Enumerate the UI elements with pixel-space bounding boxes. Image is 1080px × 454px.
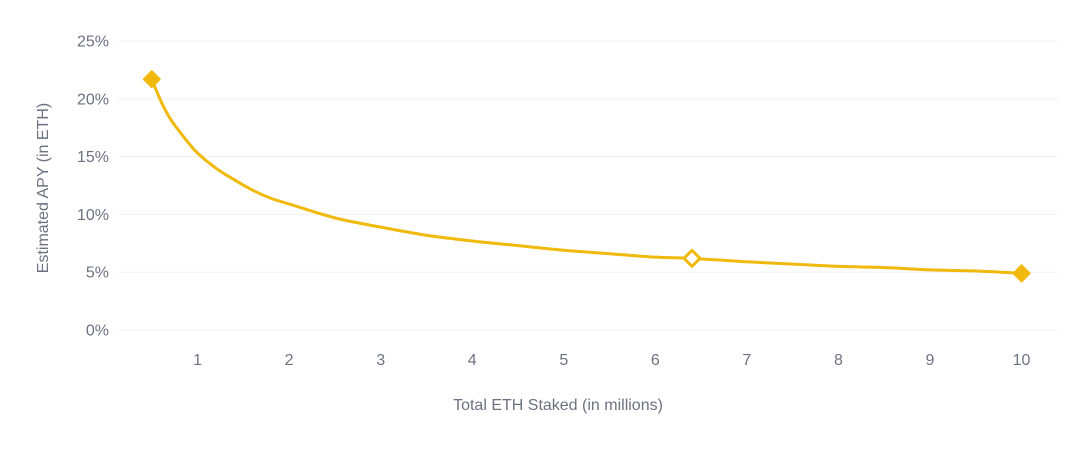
- x-tick-label: 7: [742, 352, 751, 369]
- series-layer: [150, 77, 1024, 275]
- endpoint-marker: [142, 70, 161, 89]
- y-axis-title: Estimated APY (in ETH): [35, 103, 52, 273]
- x-tick-label: 4: [468, 352, 477, 369]
- x-tick-label: 3: [376, 352, 385, 369]
- y-tick-label: 20%: [77, 91, 109, 108]
- x-tick-label: 9: [926, 352, 935, 369]
- apy-curve-line: [150, 77, 1024, 275]
- y-tick-label: 0%: [86, 323, 109, 340]
- endpoint-marker: [1012, 264, 1031, 283]
- current-point-marker: [682, 248, 702, 268]
- x-tick-label: 6: [651, 352, 660, 369]
- marker-layer: [142, 70, 1031, 283]
- x-axis-title: Total ETH Staked (in millions): [453, 397, 663, 414]
- x-tick-label: 5: [559, 352, 568, 369]
- y-tick-label: 25%: [77, 34, 109, 51]
- grid-lines: [118, 40, 1058, 331]
- y-tick-label: 5%: [86, 265, 109, 282]
- y-axis-ticks: 0% 5% 10% 15% 20% 25%: [77, 34, 109, 340]
- y-tick-label: 10%: [77, 207, 109, 224]
- x-tick-label: 1: [193, 352, 202, 369]
- x-axis-ticks: 1 2 3 4 5 6 7 8 9 10: [193, 352, 1030, 369]
- x-tick-label: 8: [834, 352, 843, 369]
- x-tick-label: 2: [285, 352, 294, 369]
- y-tick-label: 15%: [77, 149, 109, 166]
- x-tick-label: 10: [1013, 352, 1031, 369]
